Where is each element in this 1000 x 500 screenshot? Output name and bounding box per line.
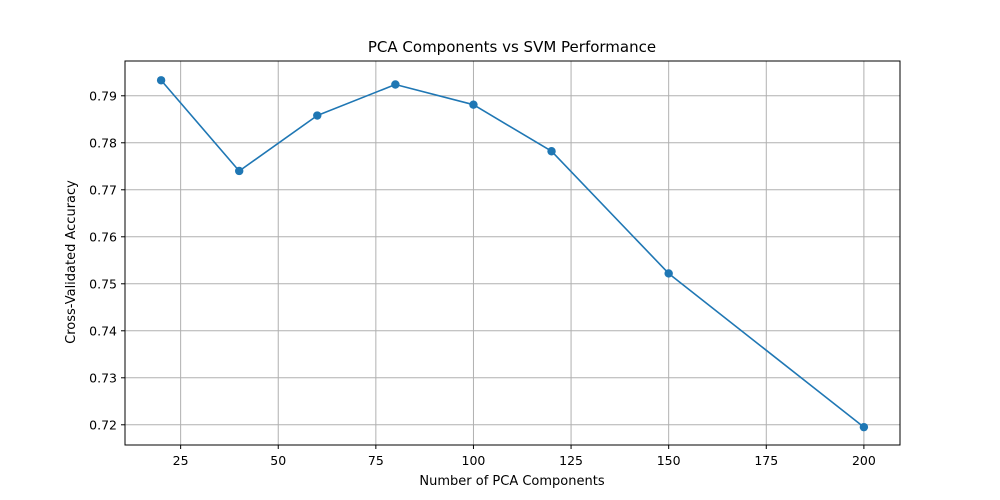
x-axis-label: Number of PCA Components bbox=[419, 474, 604, 489]
y-tick-label: 0.76 bbox=[89, 229, 117, 244]
x-tick-label: 100 bbox=[462, 453, 486, 468]
y-tick-label: 0.73 bbox=[89, 370, 117, 385]
data-point bbox=[391, 80, 400, 89]
x-tick-label: 75 bbox=[368, 453, 384, 468]
y-tick-label: 0.75 bbox=[89, 276, 117, 291]
chart-title: PCA Components vs SVM Performance bbox=[368, 38, 656, 56]
y-tick-label: 0.78 bbox=[89, 135, 117, 150]
data-point bbox=[547, 147, 556, 156]
data-point bbox=[235, 166, 244, 176]
data-point bbox=[664, 269, 673, 278]
y-tick-label: 0.79 bbox=[89, 88, 117, 103]
plot-frame bbox=[124, 60, 901, 446]
grid bbox=[125, 61, 900, 445]
series-line bbox=[160, 79, 865, 428]
x-tick-label: 125 bbox=[559, 453, 583, 468]
y-tick-label: 0.74 bbox=[89, 323, 117, 338]
x-tick-label: 25 bbox=[173, 453, 189, 468]
y-tick-label: 0.77 bbox=[89, 182, 117, 197]
x-tick-label: 175 bbox=[754, 453, 778, 468]
data-point bbox=[313, 111, 322, 120]
series bbox=[156, 76, 869, 432]
x-tick-label: 200 bbox=[852, 453, 876, 468]
ticks: 25 50 75 100 125 150 175 200 0.72 0.73 0.74 0.75 0.7… bbox=[89, 88, 876, 468]
data-point bbox=[859, 422, 869, 432]
data-point bbox=[156, 76, 166, 85]
x-tick-label: 50 bbox=[270, 453, 286, 468]
x-tick-label: 150 bbox=[657, 453, 681, 468]
y-tick-label: 0.72 bbox=[89, 417, 117, 432]
y-axis-label: Cross-Validated Accuracy bbox=[64, 180, 79, 344]
data-point bbox=[469, 100, 478, 109]
